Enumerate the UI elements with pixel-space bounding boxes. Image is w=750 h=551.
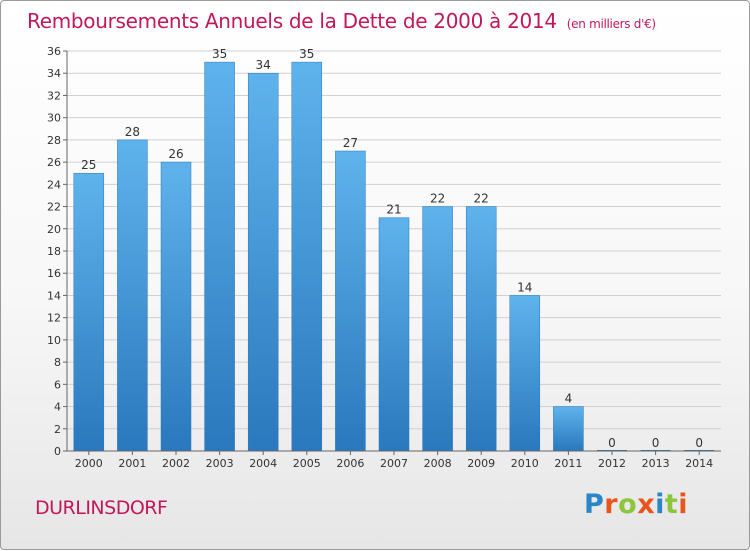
x-tick-label: 2014 <box>685 457 713 470</box>
data-label: 21 <box>386 203 401 217</box>
y-tick-label: 36 <box>47 45 61 58</box>
bar-2011 <box>553 406 584 452</box>
bar-2004 <box>247 72 279 452</box>
data-label: 26 <box>168 147 183 161</box>
data-label: 0 <box>608 436 616 450</box>
data-label: 22 <box>474 192 489 206</box>
bar-2003 <box>204 61 235 452</box>
data-labels: 25 28 26 35 34 35 27 21 22 22 14 4 0 0 0 <box>81 47 703 450</box>
x-tick-label: 2005 <box>293 457 321 470</box>
x-tick-label: 2006 <box>336 457 364 470</box>
y-tick-label: 26 <box>47 156 61 169</box>
unit-note: (en milliers d'€) <box>566 17 656 31</box>
y-tick-label: 2 <box>54 423 61 436</box>
y-tick-label: 32 <box>47 89 61 102</box>
data-label: 35 <box>299 47 314 61</box>
chart-title: Remboursements Annuels de la Dette de 20… <box>27 9 656 33</box>
x-tick-label: 2012 <box>598 457 626 470</box>
x-tick-label: 2002 <box>162 457 190 470</box>
bars <box>73 61 715 452</box>
bar-2007 <box>378 217 410 452</box>
x-tick-label: 2004 <box>249 457 277 470</box>
data-label: 0 <box>695 436 703 450</box>
y-tick-label: 18 <box>47 245 61 258</box>
logo-letter: P <box>584 489 605 520</box>
bar-2009 <box>465 206 497 452</box>
y-tick-label: 10 <box>47 334 61 347</box>
bar-2002 <box>160 161 192 452</box>
bar-2006 <box>335 150 366 452</box>
data-label: 0 <box>652 436 660 450</box>
data-label: 14 <box>517 280 532 294</box>
bar-2000 <box>73 172 105 452</box>
x-tick-label: 2008 <box>424 457 452 470</box>
data-label: 22 <box>430 192 445 206</box>
y-tick-label: 22 <box>47 201 61 214</box>
y-tick-label: 30 <box>47 112 61 125</box>
bar-2010 <box>509 295 541 452</box>
bar-2008 <box>422 206 453 452</box>
logo-letter: o <box>618 489 638 520</box>
data-label: 34 <box>256 58 271 72</box>
y-tick-label: 4 <box>54 401 61 414</box>
x-tick-label: 2013 <box>642 457 670 470</box>
y-tick-label: 28 <box>47 134 61 147</box>
x-tick-label: 2011 <box>554 457 582 470</box>
data-label: 28 <box>125 125 140 139</box>
y-tick-label: 8 <box>54 356 61 369</box>
bar-2001 <box>117 139 148 452</box>
chart-title-text: Remboursements Annuels de la Dette de 20… <box>27 9 557 33</box>
x-tick-labels: 2000 2001 2002 2003 2004 2005 2006 2007 2008 2009… <box>75 457 713 470</box>
x-tick-label: 2010 <box>511 457 539 470</box>
commune-name: DURLINSDORF <box>35 497 168 519</box>
y-tick-label: 16 <box>47 267 61 280</box>
y-tick-label: 20 <box>47 223 61 236</box>
logo-letter: i <box>678 489 689 520</box>
axes <box>63 50 721 455</box>
data-label: 27 <box>343 136 358 150</box>
y-tick-label: 34 <box>47 67 61 80</box>
x-tick-label: 2003 <box>206 457 234 470</box>
logo-letter: i <box>655 489 665 520</box>
x-tick-label: 2009 <box>467 457 495 470</box>
logo-letter: r <box>604 489 619 520</box>
y-tick-label: 0 <box>54 445 61 458</box>
data-label: 35 <box>212 47 227 61</box>
y-tick-label: 14 <box>47 289 61 302</box>
x-tick-label: 2007 <box>380 457 408 470</box>
proxiti-logo: Proxiti <box>584 489 688 520</box>
logo-letter: x <box>637 489 656 520</box>
y-tick-label: 6 <box>54 378 61 391</box>
bar-2005 <box>291 61 323 452</box>
data-label: 25 <box>81 158 96 172</box>
y-tick-label: 12 <box>47 312 61 325</box>
data-label: 4 <box>565 392 573 406</box>
logo-letter: t <box>664 489 679 520</box>
x-tick-label: 2000 <box>75 457 103 470</box>
x-tick-label: 2001 <box>118 457 146 470</box>
y-tick-label: 24 <box>47 178 61 191</box>
